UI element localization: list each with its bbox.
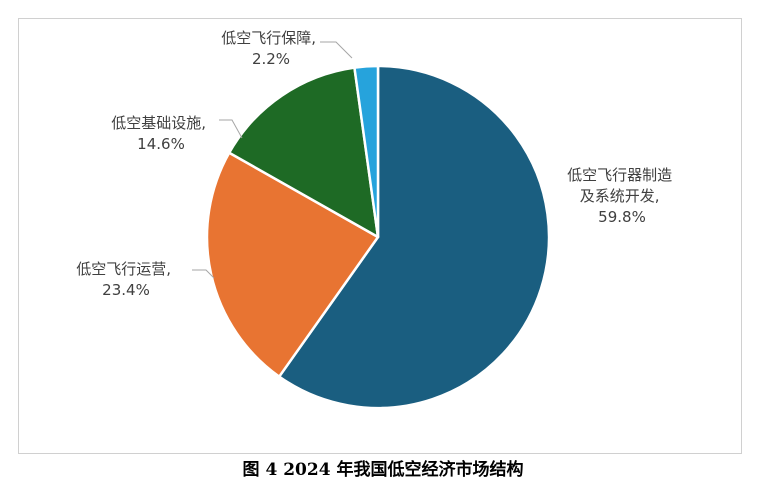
slice-label-operation: 低空飞行运营, 23.4% bbox=[76, 260, 176, 299]
leader-line-operation bbox=[192, 269, 215, 279]
leader-line-support bbox=[320, 41, 353, 59]
pie-slice-support bbox=[353, 64, 380, 239]
pie-slice-manufacturing bbox=[277, 64, 551, 410]
slice-label-infrastructure: 低空基础设施, 14.6% bbox=[111, 114, 211, 153]
pie-slice-operation bbox=[205, 151, 380, 378]
leader-line-infrastructure bbox=[219, 119, 243, 139]
slice-label-manufacturing: 低空飞行器制造 及系统开发, 59.8% bbox=[567, 166, 677, 226]
pie-slice-infrastructure bbox=[227, 66, 380, 239]
figure-caption: 图 4 2024 年我国低空经济市场结构 bbox=[242, 460, 524, 480]
pie-chart: 低空飞行器制造 及系统开发, 59.8% 低空飞行运营, 23.4% 低空基础设… bbox=[76, 29, 677, 410]
slice-label-support: 低空飞行保障, 2.2% bbox=[221, 29, 321, 68]
